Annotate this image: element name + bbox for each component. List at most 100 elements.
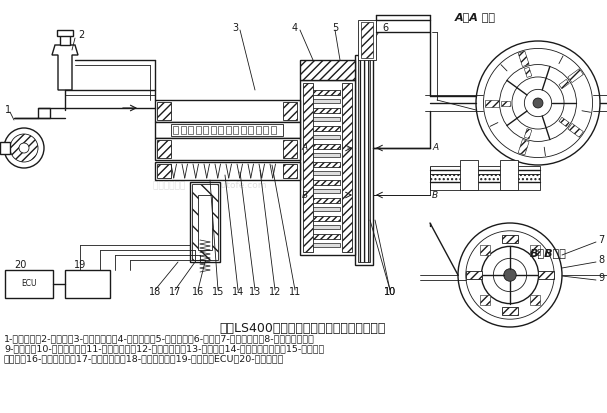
Circle shape <box>4 128 44 168</box>
Bar <box>157 164 171 178</box>
Circle shape <box>481 247 538 304</box>
Bar <box>313 234 340 239</box>
Bar <box>524 67 532 77</box>
Bar <box>568 123 583 137</box>
Text: 3: 3 <box>232 23 238 33</box>
Bar <box>190 182 220 262</box>
Bar <box>0 142 10 154</box>
Text: 1-转向油泵；2-储油罐；3-转向器壳体；4-转阀阀体；5-转阀阀芯；6-扭杆；7-转向动力缸；8-液压反力活塞；: 1-转向油泵；2-储油罐；3-转向器壳体；4-转阀阀体；5-转阀阀芯；6-扭杆；… <box>4 334 315 343</box>
Text: 16: 16 <box>192 287 204 297</box>
Polygon shape <box>14 108 50 118</box>
Bar <box>180 126 186 134</box>
Bar <box>313 171 340 175</box>
Bar <box>240 126 245 134</box>
Bar <box>211 126 215 134</box>
Bar <box>313 144 340 149</box>
Bar <box>283 140 297 158</box>
Bar <box>313 90 340 95</box>
Text: 18: 18 <box>149 287 161 297</box>
Bar <box>271 126 276 134</box>
Circle shape <box>504 269 516 281</box>
Bar <box>313 99 340 103</box>
Bar <box>313 198 340 203</box>
Text: 9: 9 <box>598 273 604 283</box>
Bar <box>559 79 569 89</box>
Bar <box>313 162 340 167</box>
Text: 13: 13 <box>249 287 261 297</box>
Bar <box>157 140 171 158</box>
Bar <box>303 83 313 252</box>
Bar <box>283 164 297 178</box>
Bar <box>225 126 231 134</box>
Bar <box>203 126 208 134</box>
Bar <box>218 126 223 134</box>
Bar <box>568 69 583 83</box>
Bar <box>430 182 540 190</box>
Bar <box>313 198 340 203</box>
Text: 凌志LS400轿车电控液压助力转向系统示意图: 凌志LS400轿车电控液压助力转向系统示意图 <box>220 322 386 335</box>
Bar <box>355 55 373 265</box>
Bar <box>65 270 110 298</box>
Bar <box>313 216 340 221</box>
Bar <box>313 180 340 185</box>
Bar <box>502 307 518 316</box>
Text: 11: 11 <box>289 287 301 297</box>
Text: 20: 20 <box>14 260 26 270</box>
Bar <box>155 162 300 180</box>
Bar <box>313 108 340 113</box>
Bar <box>57 30 73 36</box>
Bar <box>376 20 430 32</box>
Text: 6: 6 <box>382 23 388 33</box>
Bar <box>313 216 340 221</box>
Text: A: A <box>302 143 308 152</box>
Text: 7: 7 <box>598 235 604 245</box>
Bar <box>300 60 355 80</box>
Circle shape <box>512 77 564 129</box>
Text: 12: 12 <box>269 287 281 297</box>
Bar <box>518 51 529 66</box>
Circle shape <box>466 231 554 319</box>
Bar <box>342 83 352 252</box>
Bar <box>358 58 370 262</box>
Bar <box>313 243 340 247</box>
Text: ECU: ECU <box>21 280 37 289</box>
Text: 4: 4 <box>292 23 298 33</box>
Bar <box>358 20 376 60</box>
Text: 19: 19 <box>74 260 86 270</box>
Bar <box>155 100 300 122</box>
Bar <box>559 117 569 127</box>
Bar <box>60 35 70 45</box>
Bar <box>313 108 340 113</box>
Bar <box>5 270 53 298</box>
Circle shape <box>19 143 29 153</box>
Bar <box>484 100 498 107</box>
Bar <box>500 160 518 190</box>
Polygon shape <box>52 45 78 90</box>
Bar <box>173 126 178 134</box>
Bar <box>313 225 340 229</box>
Bar <box>466 271 481 279</box>
Text: 8: 8 <box>598 255 604 265</box>
Bar <box>195 126 200 134</box>
Text: 10: 10 <box>384 287 396 297</box>
Bar <box>518 140 529 155</box>
Bar <box>313 126 340 131</box>
Bar <box>263 126 268 134</box>
Bar <box>313 144 340 149</box>
Bar <box>313 135 340 139</box>
Bar <box>502 235 518 242</box>
Text: A: A <box>432 143 438 152</box>
Bar <box>313 207 340 211</box>
Bar <box>256 126 260 134</box>
Bar <box>300 60 355 80</box>
Text: 汽配修技术网  www.autofe.com: 汽配修技术网 www.autofe.com <box>153 180 266 190</box>
Bar <box>430 166 540 174</box>
Bar <box>171 124 283 136</box>
Bar <box>313 180 340 185</box>
Circle shape <box>500 64 577 141</box>
Bar <box>361 22 373 58</box>
Bar <box>300 80 355 255</box>
Text: 2: 2 <box>78 30 84 40</box>
Bar <box>531 295 540 305</box>
Bar <box>524 128 532 139</box>
